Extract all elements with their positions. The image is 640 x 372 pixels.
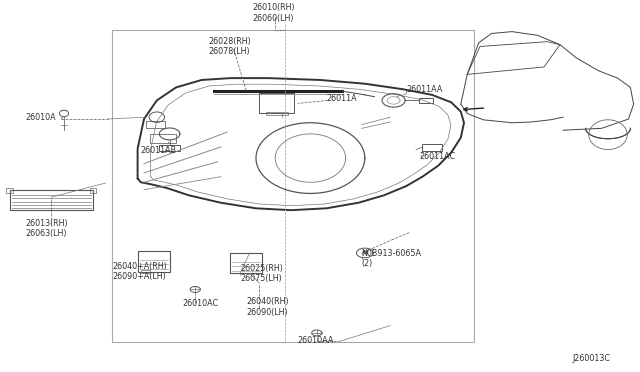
Text: 26028(RH)
26078(LH): 26028(RH) 26078(LH) [208, 37, 251, 56]
Bar [150, 134, 176, 143]
Text: 26011AC: 26011AC [419, 152, 455, 161]
Text: 26025(RH)
26075(LH): 26025(RH) 26075(LH) [240, 264, 283, 283]
Text: 26013(RH)
26063(LH): 26013(RH) 26063(LH) [26, 219, 68, 238]
Bar [112, 30, 474, 342]
Text: 26011AA: 26011AA [406, 85, 443, 94]
Text: 26011A: 26011A [326, 94, 357, 103]
Text: 26040(RH)
26090(LH): 26040(RH) 26090(LH) [246, 297, 289, 317]
Text: 26010A: 26010A [26, 113, 56, 122]
Text: J260013C: J260013C [573, 355, 611, 363]
Text: N0B913-6065A
(2): N0B913-6065A (2) [362, 249, 422, 268]
Bar [90, 188, 96, 193]
Text: N: N [362, 250, 367, 256]
Text: 26040+A(RH)
26090+A(LH): 26040+A(RH) 26090+A(LH) [112, 262, 167, 281]
Bar [422, 144, 442, 151]
Bar [259, 93, 294, 113]
Bar [6, 188, 13, 193]
Text: 26010AA: 26010AA [298, 336, 334, 345]
Bar [146, 121, 165, 128]
Text: 26010AC: 26010AC [182, 299, 218, 308]
Bar [159, 145, 180, 151]
Bar [419, 98, 433, 103]
Bar [266, 112, 288, 115]
Bar [141, 270, 150, 273]
Text: 26010(RH)
26060(LH): 26010(RH) 26060(LH) [253, 3, 296, 23]
Bar [230, 253, 262, 273]
Text: 26011AB: 26011AB [141, 146, 177, 155]
Bar [10, 190, 93, 210]
Bar [138, 251, 170, 272]
